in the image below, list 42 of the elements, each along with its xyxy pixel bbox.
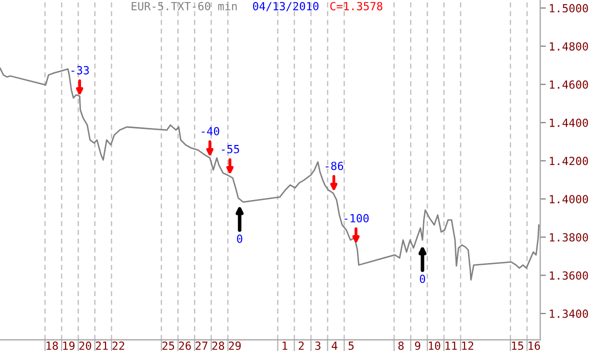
y-tick-label: 1.5000 — [550, 4, 588, 12]
annotation: C=1.3578 — [330, 2, 382, 10]
annotation: -33 — [72, 66, 89, 74]
annotation: -86 — [326, 162, 344, 170]
y-tick-label: 1.3600 — [550, 271, 588, 280]
x-tick-label: 18 — [46, 342, 58, 350]
y-tick-label: 1.4200 — [550, 156, 588, 166]
y-tick-label: 1.4800 — [550, 42, 588, 51]
x-tick-label: 9 — [414, 342, 420, 350]
y-tick-label: 1.4600 — [550, 80, 588, 89]
x-tick-label: 3 — [315, 342, 320, 350]
y-tick-label: 1.4000 — [550, 194, 588, 204]
x-tick-label: 1 — [282, 342, 288, 350]
x-tick-label: 29 — [228, 342, 241, 350]
chart-subtitle: 04/13/2010 — [253, 2, 318, 12]
x-tick-label: 22 — [112, 342, 124, 350]
y-tick-label: 1.3800 — [550, 233, 588, 242]
x-tick-label: 21 — [96, 342, 108, 350]
x-tick-label: 19 — [63, 342, 75, 350]
x-tick-label: 15 — [512, 342, 524, 350]
chart-title: EUR-5.TXT-60 min — [132, 2, 237, 10]
annotation: 0 — [237, 234, 242, 243]
x-tick-label: 27 — [196, 342, 208, 350]
x-tick-label: 16 — [528, 342, 540, 350]
x-tick-label: 20 — [79, 342, 92, 350]
annotation: -55 — [222, 145, 240, 154]
x-tick-label: 26 — [179, 342, 191, 350]
x-tick-label: 12 — [462, 342, 474, 350]
annotation: -40 — [202, 126, 220, 136]
annotation: -100 — [344, 214, 369, 222]
x-tick-label: 8 — [398, 342, 404, 350]
x-tick-label: 25 — [162, 342, 174, 350]
x-tick-label: 2 — [298, 342, 304, 350]
y-tick-label: 1.3400 — [550, 310, 588, 318]
line-series — [0, 67, 540, 281]
x-tick-label: 28 — [212, 342, 224, 350]
x-tick-label: 5 — [348, 342, 354, 350]
y-tick-label: 1.4400 — [550, 118, 588, 127]
annotation: 0 — [420, 274, 426, 284]
x-tick-label: 10 — [428, 342, 440, 350]
x-tick-label: 11 — [446, 342, 457, 350]
x-tick-label: 4 — [332, 342, 338, 350]
